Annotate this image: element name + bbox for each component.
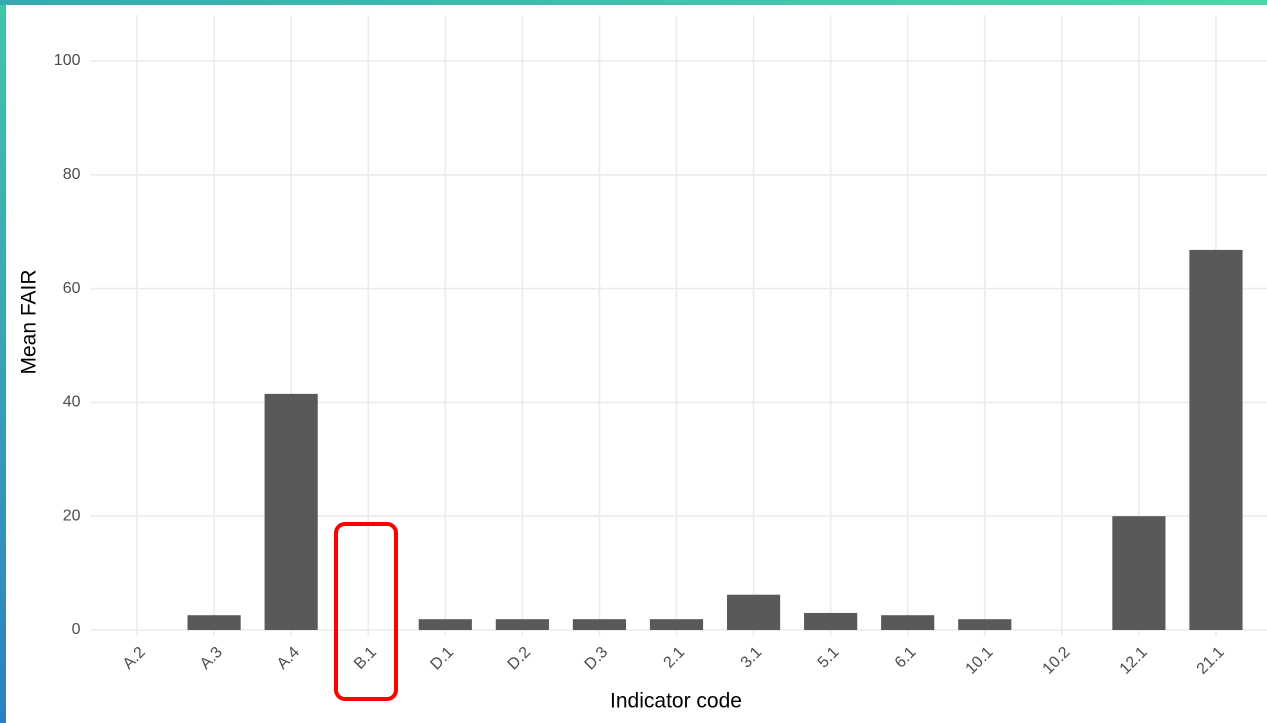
- x-tick-label: 10.1: [963, 644, 997, 678]
- bar: [881, 615, 935, 630]
- x-tick-label: A.3: [197, 644, 226, 673]
- bar: [1189, 249, 1243, 630]
- bar: [804, 612, 858, 630]
- frame-top: [0, 0, 1267, 5]
- bar: [495, 619, 549, 630]
- y-tick-label: 80: [63, 166, 81, 183]
- y-tick-label: 40: [63, 394, 81, 411]
- marks: [187, 249, 1243, 630]
- y-tick-label: 20: [63, 507, 81, 524]
- x-axis-title: Indicator code: [610, 690, 742, 713]
- bar: [187, 615, 241, 630]
- bar: [264, 393, 318, 630]
- x-tick-label: B.1: [351, 644, 380, 673]
- x-tick-label: 21.1: [1194, 644, 1228, 678]
- bar: [726, 594, 781, 630]
- x-tick-label: 3.1: [738, 644, 766, 672]
- x-tick-label: 5.1: [815, 644, 843, 672]
- bar: [649, 619, 704, 630]
- y-tick-label: 100: [54, 52, 81, 69]
- x-tick-label: 12.1: [1117, 644, 1151, 678]
- x-tick-label: A.2: [120, 644, 149, 673]
- y-axis-title: Mean FAIR: [18, 269, 41, 374]
- x-tick-label: 10.2: [1040, 644, 1074, 678]
- x-tick-label: D.2: [505, 644, 535, 674]
- frame-left: [0, 0, 6, 723]
- x-tick-label: 6.1: [892, 644, 920, 672]
- y-tick-label: 0: [72, 621, 81, 638]
- bar: [958, 619, 1012, 630]
- x-tick-label: D.1: [427, 644, 457, 674]
- grid: [90, 15, 1267, 636]
- x-tick-label: A.4: [274, 644, 303, 673]
- bar: [418, 619, 472, 630]
- bar: [572, 619, 627, 630]
- x-tick-label: 2.1: [661, 644, 689, 672]
- highlight-box: [334, 522, 398, 701]
- bar: [1112, 516, 1166, 630]
- x-tick-label: D.3: [582, 644, 612, 674]
- y-tick-label: 60: [63, 280, 81, 297]
